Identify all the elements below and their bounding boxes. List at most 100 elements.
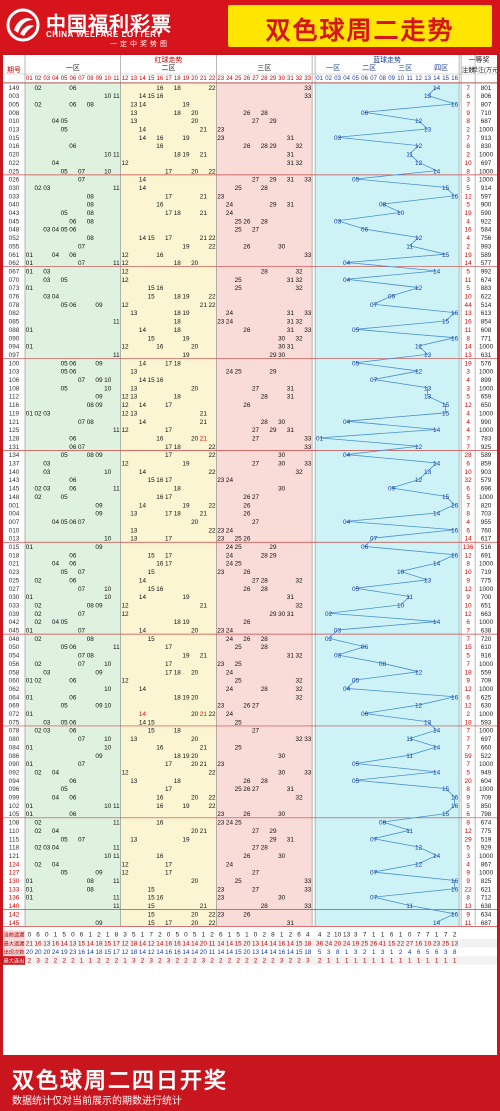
stats-red-value: 1 [202,932,206,939]
red-ball-number: 05 [61,385,69,392]
red-ball-number: 07 [78,243,86,250]
red-ball-number: 29 [269,118,277,125]
red-ball-number: 29 [269,369,277,376]
red-ball-number: 29 [269,836,277,843]
red-ball-number: 31 [287,319,295,326]
stats-red-value: 5 [175,932,179,939]
stats-blue-value: 2 [453,932,457,939]
blue-ball-number: 14 [433,561,441,568]
red-ball-number: 22 [208,235,216,242]
prize-count: 7 [466,744,470,751]
red-ball-number: 31 [287,611,295,618]
red-ball-number: 33 [304,435,312,442]
period-label: 039 [9,611,20,618]
period-label: 069 [9,703,20,710]
red-ball-number: 03 [43,410,51,417]
prize-count: 7 [466,636,470,643]
stats-red-value: 8 [271,932,275,939]
red-ball-number: 12 [121,461,129,468]
red-ball-number: 21 [200,511,208,518]
stats-red-value: 14 [156,940,164,947]
red-ball-number: 13 [130,536,138,543]
red-ball-number: 06 [69,444,77,451]
red-ball-number: 07 [78,377,86,384]
stats-red-value: 15 [78,940,86,947]
red-ball-number: 13 [130,310,138,317]
prize-count: 12 [465,686,473,693]
red-ball-number: 11 [113,93,120,100]
blue-ball-number: 05 [352,327,360,334]
red-ball-number: 13 [130,118,138,125]
stats-label: 当前遗漏 [4,931,25,939]
stats-red-value: 20 [243,940,251,947]
stats-label-background [3,956,25,965]
red-ball-number: 32 [295,653,303,660]
stats-red-value: 2 [175,957,179,964]
prize-amount-header: 单注(万元) [472,66,497,74]
red-ball-number: 17 [165,561,173,568]
red-ball-number: 25 [235,644,243,651]
red-ball-number: 07 [78,444,86,451]
red-ball-number: 21 [200,410,208,417]
prize-amount: 674 [481,277,492,284]
red-ball-number: 28 [261,552,269,559]
blue-ball-number: 02 [325,636,333,643]
red-ball-number: 13 [130,410,138,417]
prize-amount: 638 [481,628,492,635]
red-ball-number: 03 [43,461,51,468]
red-ball-number: 30 [278,895,286,902]
period-label: 137 [9,461,20,468]
red-ball-number: 27 [252,461,260,468]
stats-red-value: 18 [130,940,138,947]
blue-ball-number: 06 [361,544,369,551]
red-ball-number: 18 [174,110,182,117]
red-ball-number: 22 [208,452,216,459]
red-ball-number: 11 [113,185,120,192]
period-label: 082 [9,310,20,317]
stats-red-value: 21 [26,940,34,947]
red-zone-header: 三区 [257,64,271,72]
prize-amount: 1000 [479,711,494,718]
red-ball-number: 13 [130,369,138,376]
red-ball-number: 29 [269,552,277,559]
red-tick-label: 27 [252,76,259,82]
blue-ball-number: 12 [415,369,423,376]
prize-amount: 597 [481,193,492,200]
red-ball-number: 20 [191,711,199,718]
stats-red-value: 2 [262,932,266,939]
red-ball-number: 14 [139,402,147,409]
red-ball-number: 24 [226,636,234,643]
stats-blue-value: 7 [444,932,448,939]
red-ball-number: 10 [104,803,112,810]
red-ball-number: 01 [26,260,34,267]
stats-blue-value: 2 [399,949,403,956]
red-tick-label: 28 [261,76,268,82]
period-label: 097 [9,352,20,359]
red-ball-number: 12 [121,394,129,401]
prize-amount: 1000 [479,494,494,501]
red-ball-number: 32 [295,319,303,326]
red-ball-number: 24 [226,527,234,534]
red-ball-number: 13 [130,101,138,108]
blue-ball-number: 16 [451,310,459,317]
prize-amount: 916 [481,653,492,660]
red-ball-number: 32 [295,795,303,802]
red-ball-number: 06 [69,778,77,785]
stats-blue-value: 3 [354,932,358,939]
period-label: 103 [9,369,20,376]
blue-ball-number: 14 [433,168,441,175]
red-ball-number: 18 [174,486,182,493]
blue-ball-number: 07 [370,870,378,877]
blue-ball-number: 15 [442,786,450,793]
red-ball-number: 25 [235,285,243,292]
prize-count: 8 [466,143,470,150]
red-ball-number: 24 [226,686,234,693]
red-ball-number: 16 [156,344,164,351]
red-ball-number: 20 [191,761,199,768]
stats-red-value: 20 [43,949,51,956]
red-ball-number: 05 [61,210,69,217]
red-ball-number: 15 [148,377,156,384]
blue-ball-number: 07 [370,836,378,843]
stats-blue-value: 1 [345,957,349,964]
red-ball-number: 03 [43,227,51,234]
